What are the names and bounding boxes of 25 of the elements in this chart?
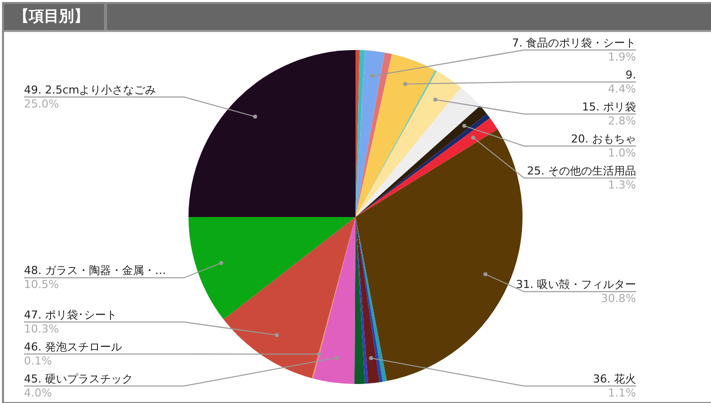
- data-label: 4.4%: [608, 82, 636, 96]
- data-label: 25.0%: [24, 97, 59, 110]
- slice-label: 15. ポリ袋: [582, 100, 636, 114]
- chart-title: 【項目別】: [4, 4, 107, 30]
- slice-label: 45. 硬いプラスチック: [24, 372, 133, 386]
- slice-label: 9.: [626, 68, 636, 82]
- data-label: 2.8%: [608, 114, 636, 128]
- data-label: 1.3%: [608, 178, 636, 192]
- slice-label: 7. 食品のポリ袋・シート: [512, 36, 636, 50]
- data-label: 4.0%: [24, 386, 52, 400]
- slice-label: 25. その他の生活用品: [527, 164, 636, 178]
- slice-label: 49. 2.5cmより小さなごみ: [24, 83, 156, 96]
- slice-label: 31. 吸い殻・フィルター: [516, 278, 636, 292]
- data-label: 1.0%: [608, 146, 636, 160]
- slice-label: 48. ガラス・陶器・金属・…: [24, 264, 166, 278]
- data-label: 10.5%: [24, 278, 59, 292]
- data-label: 1.9%: [608, 50, 636, 64]
- data-label: 0.1%: [24, 354, 52, 368]
- slice-label: 47. ポリ袋･シート: [24, 308, 117, 322]
- slice-label: 20. おもちゃ: [571, 132, 636, 146]
- slice-label: 36. 花火: [593, 372, 636, 386]
- slice-label: 46. 発泡スチロール: [24, 340, 122, 354]
- data-label: 1.1%: [608, 386, 636, 400]
- data-label: 30.8%: [601, 292, 636, 306]
- data-label: 10.3%: [24, 322, 59, 336]
